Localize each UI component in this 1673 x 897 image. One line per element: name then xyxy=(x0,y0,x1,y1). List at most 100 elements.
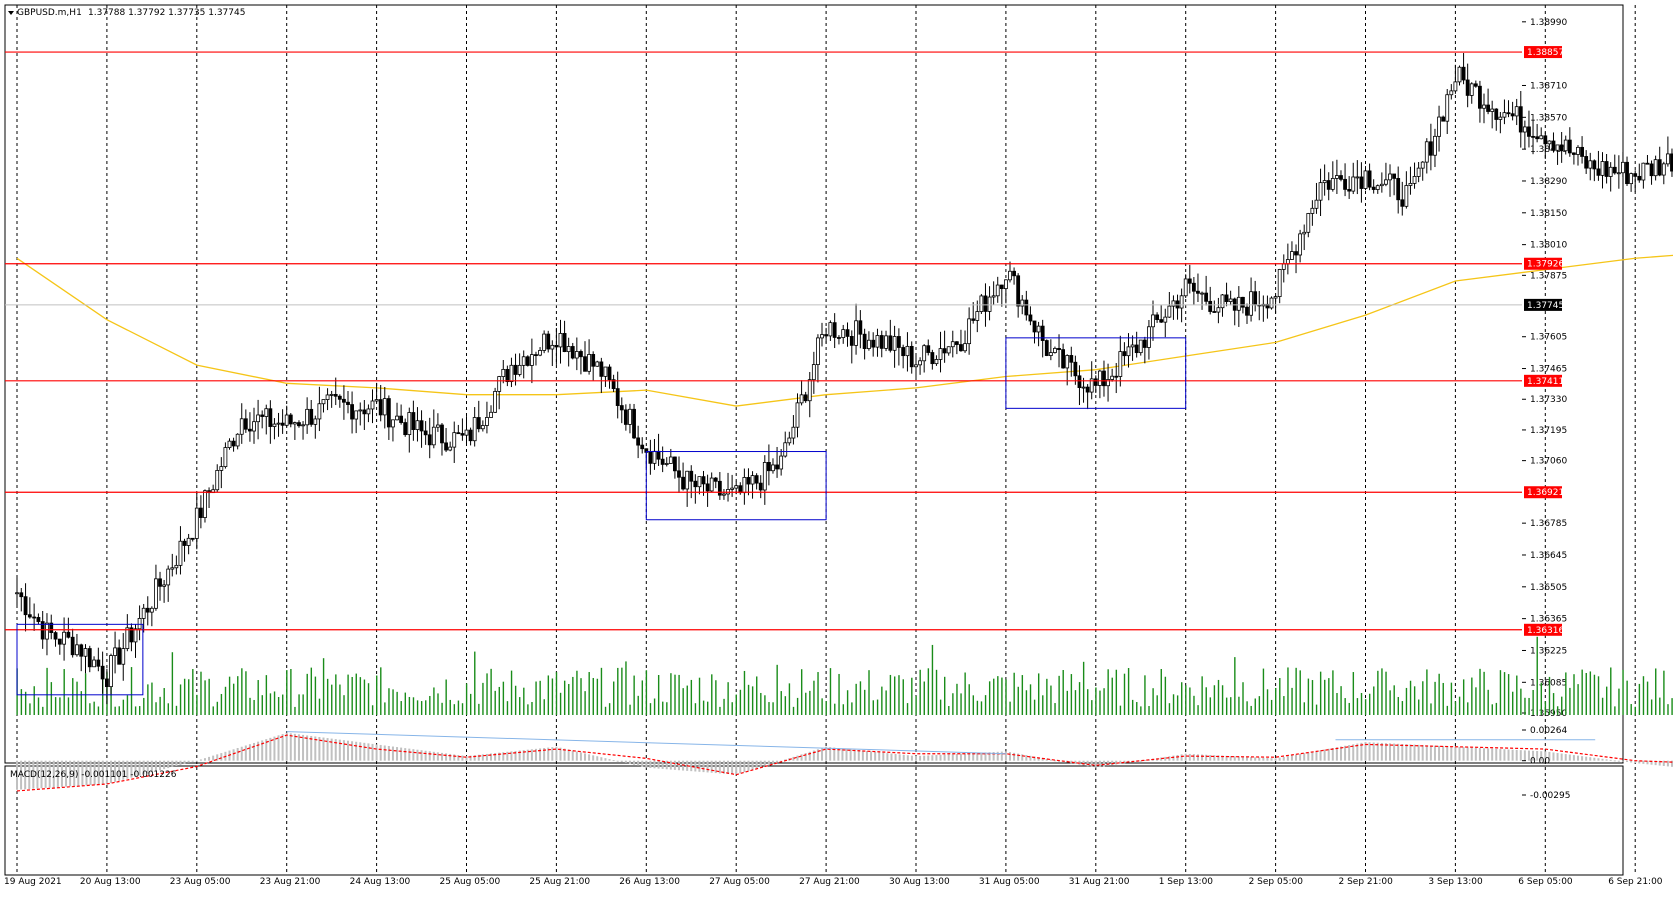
volume-bar xyxy=(898,675,900,715)
volume-bar xyxy=(1319,671,1322,715)
candle-body xyxy=(734,485,739,489)
candle-body xyxy=(1665,153,1670,165)
volume-bar xyxy=(876,699,879,715)
volume-bar xyxy=(1605,686,1608,715)
candle-body xyxy=(803,394,808,402)
macd-histogram-bar xyxy=(1119,760,1122,764)
candle-body xyxy=(534,354,538,357)
volume-bar xyxy=(792,706,795,715)
volume-bar xyxy=(1221,685,1224,715)
volume-bar xyxy=(253,699,255,715)
volume-bar xyxy=(322,658,325,715)
volume-bar xyxy=(237,676,239,715)
dropdown-triangle-icon[interactable] xyxy=(8,11,14,15)
macd-histogram-bar xyxy=(800,754,803,761)
macd-histogram-bar xyxy=(894,753,897,761)
volume-bar xyxy=(1136,702,1138,715)
macd-histogram-bar xyxy=(297,734,300,761)
volume-bar xyxy=(1336,693,1338,715)
candle-body xyxy=(1592,160,1597,170)
macd-histogram-bar xyxy=(1364,742,1367,761)
candle-body xyxy=(1572,152,1576,155)
price-tick-label: 1.38570 xyxy=(1530,113,1567,123)
volume-bar xyxy=(33,686,35,715)
candle-body xyxy=(1396,178,1401,201)
candle-body xyxy=(1416,167,1421,177)
volume-bar xyxy=(265,675,268,715)
candle-body xyxy=(884,335,888,349)
time-axis: 19 Aug 2021 20 Aug 13:00 23 Aug 05:00 23 Au… xyxy=(4,877,1663,887)
volume-bar xyxy=(952,693,954,715)
candle-body xyxy=(1220,294,1225,309)
candle-body xyxy=(1629,173,1634,185)
candle-body xyxy=(1310,207,1315,214)
macd-histogram-bar xyxy=(1650,760,1653,765)
volume-bar xyxy=(1254,698,1256,715)
volume-bar xyxy=(813,680,815,715)
volume-bar xyxy=(1663,670,1665,715)
volume-bar xyxy=(690,679,693,715)
candle-body xyxy=(509,364,514,383)
candle-body xyxy=(317,403,322,420)
volume-bar xyxy=(469,693,472,715)
candle-body xyxy=(963,343,967,352)
macd-histogram-bar xyxy=(767,760,770,765)
volume-bar xyxy=(1348,702,1350,715)
candle-body xyxy=(178,540,183,566)
macd-histogram-bar xyxy=(20,760,23,790)
macd-histogram-bar xyxy=(114,760,117,782)
candle-body xyxy=(468,429,473,442)
candle-body xyxy=(738,485,743,494)
candle-body xyxy=(820,334,824,339)
macd-histogram-bar xyxy=(1409,744,1412,761)
price-tick-label: 1.37330 xyxy=(1530,395,1567,405)
candle-body xyxy=(333,394,338,397)
volume-bar xyxy=(302,694,304,715)
candle-body xyxy=(1453,81,1458,92)
volume-bar xyxy=(927,668,930,715)
symbol-label: GBPUSD.m,H1 xyxy=(17,8,82,18)
volume-bar xyxy=(625,661,627,715)
candle-body xyxy=(154,578,158,609)
macd-histogram-bar xyxy=(191,760,194,762)
macd-histogram-bar xyxy=(1433,745,1436,761)
macd-histogram-bar xyxy=(1331,748,1334,761)
candle-body xyxy=(1441,116,1446,122)
candle-body xyxy=(1326,180,1331,190)
volume-bar xyxy=(1062,670,1064,715)
candle-body xyxy=(1110,375,1115,380)
candle-body xyxy=(79,644,84,657)
candle-body xyxy=(999,284,1004,290)
candle-body xyxy=(1065,355,1070,369)
macd-histogram-bar xyxy=(776,760,779,762)
macd-histogram-bar xyxy=(604,758,607,761)
volume-bar xyxy=(1234,657,1236,715)
macd-histogram-bar xyxy=(73,760,76,787)
volume-bar xyxy=(657,675,660,715)
volume-bar xyxy=(948,706,950,715)
macd-histogram-bar xyxy=(1393,743,1396,761)
candle-body xyxy=(366,408,371,415)
macd-histogram-bar xyxy=(710,760,713,773)
volume-bar xyxy=(257,680,259,715)
macd-histogram-bar xyxy=(310,735,313,761)
macd-histogram-bar xyxy=(494,753,497,761)
macd-histogram-bar xyxy=(739,760,742,774)
macd-histogram-bar xyxy=(97,760,100,785)
candle-body xyxy=(603,366,608,377)
candle-body xyxy=(313,418,318,425)
volume-bar xyxy=(461,703,464,715)
macd-histogram-bar xyxy=(48,760,51,788)
macd-histogram-bar xyxy=(142,760,145,775)
volume-bar xyxy=(1230,697,1232,715)
volume-bar xyxy=(326,678,329,715)
macd-histogram-bar xyxy=(1090,760,1093,767)
macd-histogram-bar xyxy=(1094,760,1097,768)
candle-body xyxy=(905,345,910,357)
macd-trendline xyxy=(286,731,1006,755)
volume-bar xyxy=(543,699,545,715)
macd-histogram-bar xyxy=(346,740,349,761)
candle-body xyxy=(693,480,698,488)
candle-body xyxy=(1036,325,1041,333)
volume-bar xyxy=(1368,693,1371,715)
